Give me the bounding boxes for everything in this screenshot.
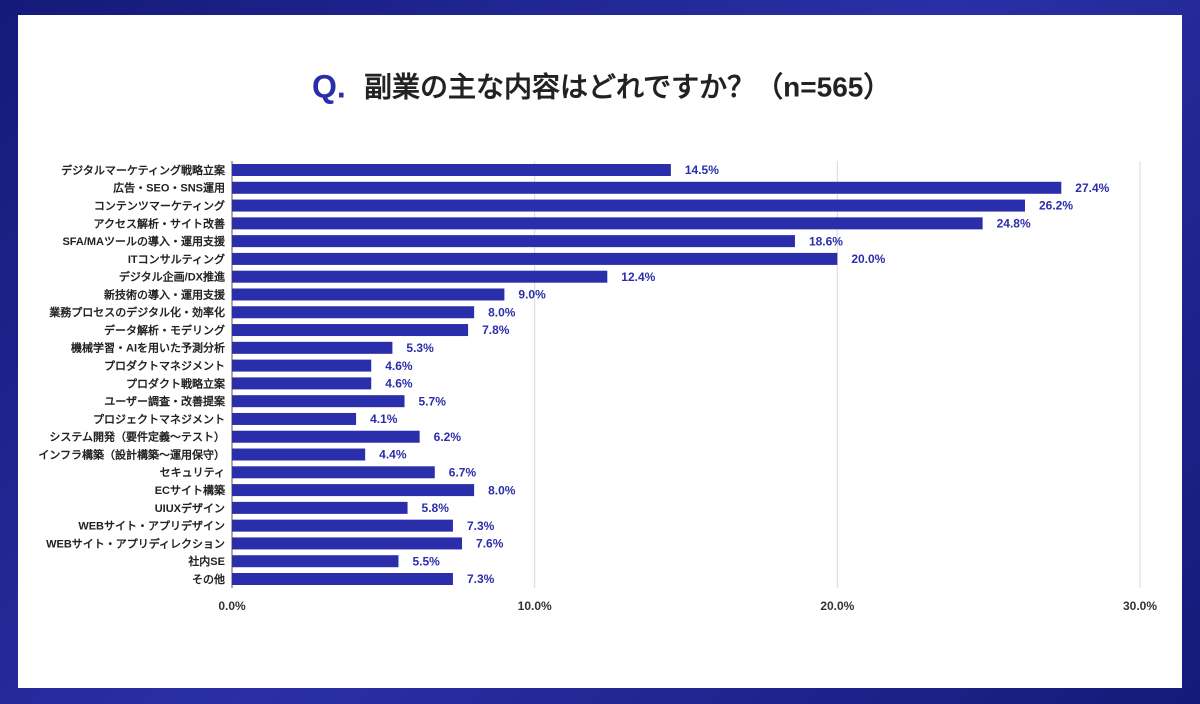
bar xyxy=(232,484,475,497)
value-label: 5.7% xyxy=(419,394,447,408)
y-tick-label: ユーザー調査・改善提案 xyxy=(104,394,226,408)
y-tick-label: インフラ構築（設計構築～運用保守） xyxy=(38,447,225,461)
bar xyxy=(232,412,357,425)
bar xyxy=(232,217,983,230)
value-label: 9.0% xyxy=(518,288,546,302)
y-tick-label: SFA/MAツールの導入・運用支援 xyxy=(62,234,226,248)
y-tick-label: デジタル企画/DX推進 xyxy=(119,270,226,284)
bar xyxy=(232,448,366,461)
y-tick-label: ECサイト構築 xyxy=(155,483,226,497)
bar xyxy=(232,466,435,479)
card xyxy=(18,15,1182,688)
y-tick-label: WEBサイト・アプリディレクション xyxy=(46,536,225,550)
y-tick-label: 新技術の導入・運用支援 xyxy=(104,287,226,301)
value-label: 27.4% xyxy=(1075,181,1109,195)
y-tick-label: 社内SE xyxy=(187,554,225,568)
bar xyxy=(232,430,420,443)
value-label: 7.3% xyxy=(467,519,495,533)
value-label: 6.2% xyxy=(434,430,462,444)
bar xyxy=(232,519,453,532)
value-label: 20.0% xyxy=(851,252,885,266)
y-tick-label: その他 xyxy=(192,572,225,586)
y-tick-label: UIUXデザイン xyxy=(155,501,225,515)
value-label: 4.4% xyxy=(379,448,407,462)
value-label: 14.5% xyxy=(685,163,719,177)
value-label: 6.7% xyxy=(449,465,477,479)
bar xyxy=(232,341,393,354)
x-tick-label: 10.0% xyxy=(518,599,552,613)
value-label: 12.4% xyxy=(621,270,655,284)
bar xyxy=(232,501,408,514)
bar xyxy=(232,573,453,585)
value-label: 24.8% xyxy=(997,217,1031,231)
value-label: 4.1% xyxy=(370,412,398,426)
value-label: 8.0% xyxy=(488,305,516,319)
bar xyxy=(232,235,795,248)
y-tick-label: プロダクト戦略立案 xyxy=(126,376,226,390)
title-marker: Q. xyxy=(312,68,346,104)
bar xyxy=(232,181,1062,194)
bar xyxy=(232,359,372,372)
value-label: 4.6% xyxy=(385,359,413,373)
y-tick-label: システム開発（要件定義～テスト） xyxy=(49,430,225,444)
bar xyxy=(232,164,671,176)
bar xyxy=(232,199,1025,212)
value-label: 26.2% xyxy=(1039,199,1073,213)
y-tick-label: プロダクトマネジメント xyxy=(104,359,225,373)
y-tick-label: WEBサイト・アプリデザイン xyxy=(78,519,225,533)
value-label: 18.6% xyxy=(809,234,843,248)
bar xyxy=(232,395,405,408)
value-label: 4.6% xyxy=(385,377,413,391)
bar xyxy=(232,270,608,283)
bar xyxy=(232,324,469,337)
x-tick-label: 0.0% xyxy=(218,599,246,613)
bar xyxy=(232,555,399,568)
y-tick-label: セキュリティ xyxy=(160,466,225,479)
bar xyxy=(232,252,838,265)
value-label: 5.5% xyxy=(412,554,440,568)
bar xyxy=(232,377,372,390)
x-tick-label: 30.0% xyxy=(1123,599,1157,613)
value-label: 5.3% xyxy=(406,341,434,355)
y-tick-label: プロジェクトマネジメント xyxy=(93,412,225,426)
y-tick-label: データ解析・モデリング xyxy=(104,323,225,337)
y-tick-label: ITコンサルティング xyxy=(128,252,225,266)
y-tick-label: 機械学習・AIを用いた予測分析 xyxy=(71,341,225,355)
y-tick-label: アクセス解析・サイト改善 xyxy=(94,216,225,230)
y-tick-label: 広告・SEO・SNS運用 xyxy=(113,181,225,195)
bar xyxy=(232,288,505,301)
value-label: 5.8% xyxy=(422,501,450,515)
value-label: 7.6% xyxy=(476,537,504,551)
y-tick-label: デジタルマーケティング戦略立案 xyxy=(61,163,226,177)
y-tick-label: 業務プロセスのデジタル化・効率化 xyxy=(48,305,225,319)
value-label: 7.8% xyxy=(482,323,510,337)
y-tick-label: コンテンツマーケティング xyxy=(94,198,225,212)
x-tick-label: 20.0% xyxy=(820,599,854,613)
bar xyxy=(232,537,463,550)
bar xyxy=(232,306,475,319)
chart-title: 副業の主な内容はどれですか？（n=565） xyxy=(364,70,891,102)
value-label: 7.3% xyxy=(467,572,495,586)
value-label: 8.0% xyxy=(488,483,516,497)
